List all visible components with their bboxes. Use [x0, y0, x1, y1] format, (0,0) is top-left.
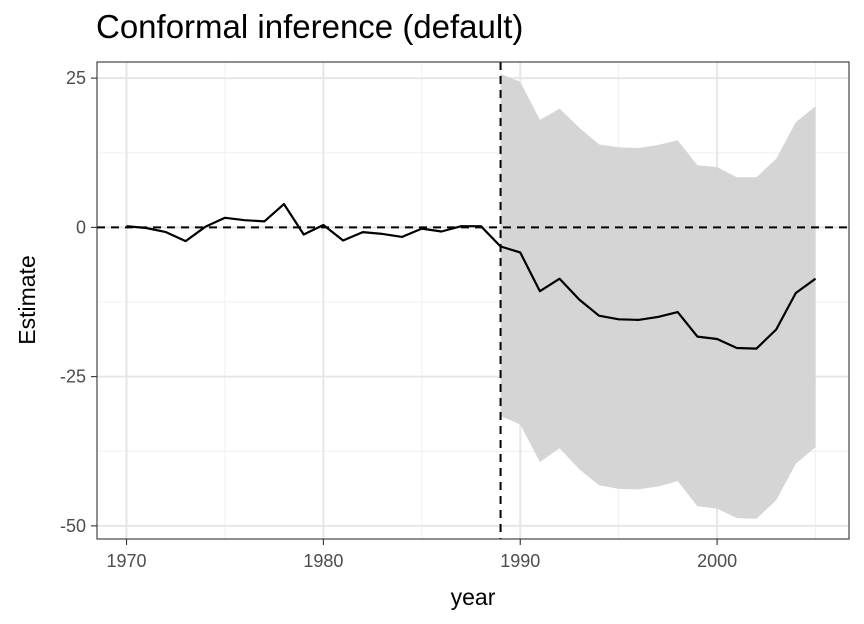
y-tick-label: 0 [76, 217, 86, 237]
x-tick-label: 2000 [697, 551, 737, 571]
confidence-ribbon-layer [500, 73, 816, 519]
estimate-line-layer [126, 203, 817, 350]
estimate-line [126, 203, 817, 350]
x-tick-label: 1970 [107, 551, 147, 571]
y-tick-label: -25 [60, 367, 86, 387]
plot-panel-border [96, 61, 850, 540]
y-tick-label: -50 [60, 516, 86, 536]
axis-ticks: 1970 1980 1990 2000 25 0 -25 -50 [60, 68, 737, 571]
chart-title: Conformal inference (default) [96, 8, 524, 45]
x-axis-title: year [451, 584, 496, 610]
y-axis-title: Estimate [14, 255, 40, 344]
x-tick-label: 1990 [500, 551, 540, 571]
y-tick-label: 25 [66, 68, 86, 88]
x-tick-label: 1980 [303, 551, 343, 571]
confidence-ribbon [500, 73, 816, 519]
reference-lines [97, 62, 849, 539]
